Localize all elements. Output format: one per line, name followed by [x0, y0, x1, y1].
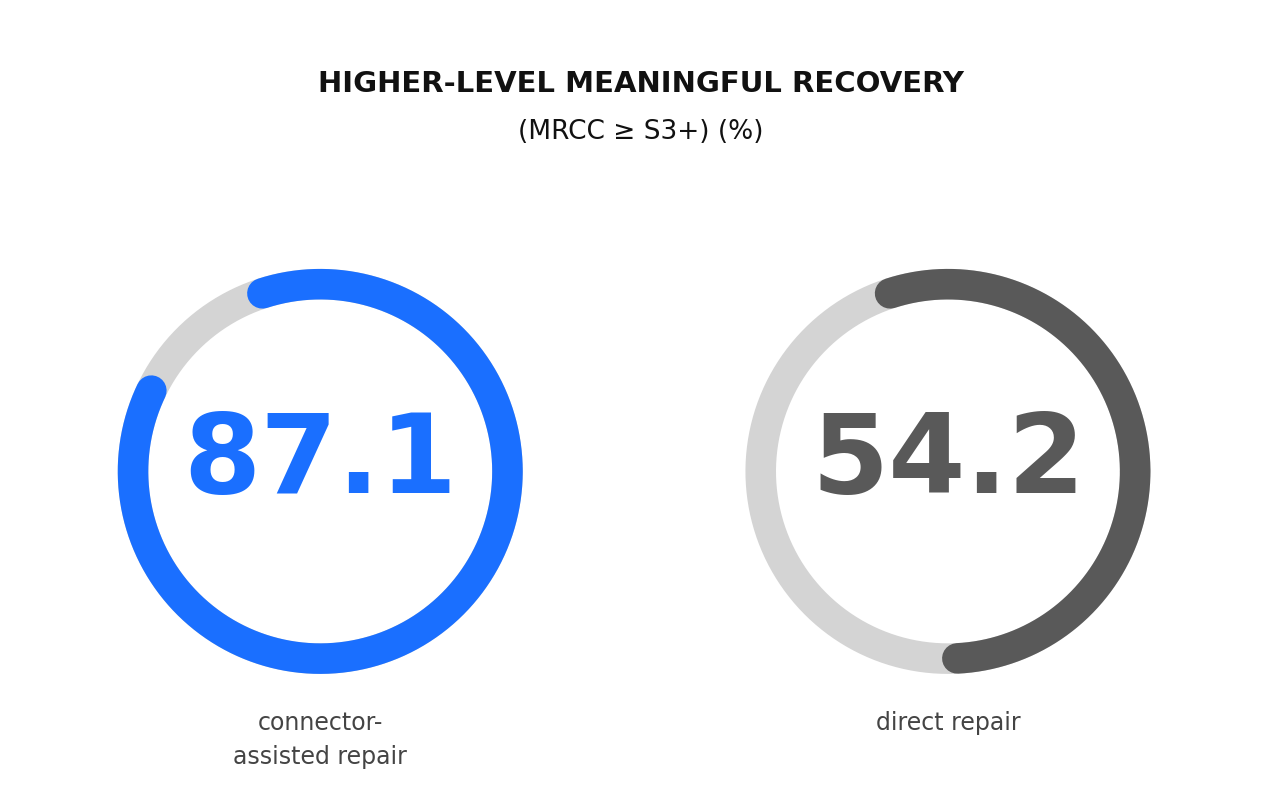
Text: direct repair: direct repair — [876, 711, 1020, 735]
Text: HIGHER-LEVEL MEANINGFUL RECOVERY: HIGHER-LEVEL MEANINGFUL RECOVERY — [318, 70, 963, 98]
Text: connector-
assisted repair: connector- assisted repair — [233, 711, 407, 769]
Text: 54.2: 54.2 — [811, 408, 1085, 515]
Text: 87.1: 87.1 — [183, 408, 457, 515]
Text: (MRCC ≥ S3+) (%): (MRCC ≥ S3+) (%) — [518, 119, 763, 145]
